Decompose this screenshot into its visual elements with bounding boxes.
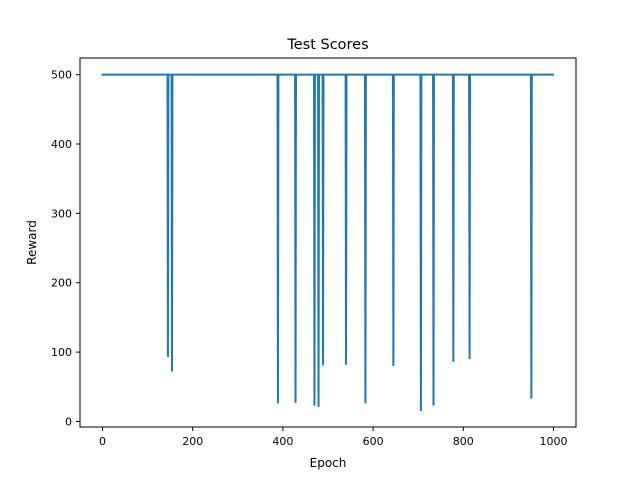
x-tick-label: 800 [453,435,474,448]
y-tick-label: 300 [51,207,72,220]
x-axis: 0 200 400 600 800 1000 [99,427,567,448]
y-tick-label: 400 [51,138,72,151]
series-dip [276,74,280,404]
series-dip [321,74,325,366]
series-dip [313,74,316,406]
plot-frame [79,57,577,428]
series-dip [363,74,367,404]
series-dip [451,74,455,362]
series-dip [419,74,423,412]
series-dip [432,74,435,406]
series-layer [101,73,555,412]
x-tick-label: 400 [272,435,293,448]
series-dip [317,74,320,407]
x-tick-label: 600 [363,435,384,448]
x-tick-label: 200 [182,435,203,448]
series-dip [166,74,170,357]
y-axis-label: Reward [25,220,39,265]
x-axis-label: Epoch [310,456,347,470]
y-tick-label: 0 [65,415,72,428]
series-dip [529,74,533,399]
series-dip [468,74,472,360]
y-tick-label: 500 [51,69,72,82]
series-dip [170,74,174,372]
x-tick-label: 0 [99,435,106,448]
x-tick-label: 1000 [539,435,567,448]
y-tick-label: 100 [51,346,72,359]
series-dip [391,74,395,366]
y-axis: 0 100 200 300 400 500 [51,69,80,428]
y-tick-label: 200 [51,277,72,290]
series-dip [294,74,297,403]
series-dip [344,74,348,365]
chart-title: Test Scores [286,37,368,53]
